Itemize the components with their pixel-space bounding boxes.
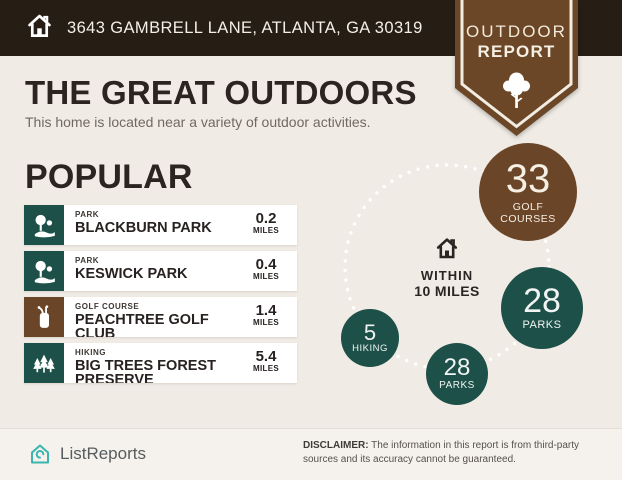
item-category: PARK bbox=[75, 256, 100, 265]
disclaimer-body: The information in this report is from t… bbox=[303, 440, 580, 465]
ribbon-shape bbox=[455, 0, 578, 136]
property-address: 3643 GAMBRELL LANE, ATLANTA, GA 30319 bbox=[67, 18, 423, 37]
item-name: BLACKBURN PARK bbox=[75, 220, 212, 236]
radius-center: WITHIN 10 MILES bbox=[387, 236, 507, 299]
page-subtitle: This home is located near a variety of o… bbox=[25, 114, 371, 130]
park-icon bbox=[24, 205, 64, 245]
tree-icon bbox=[503, 72, 530, 108]
house-icon bbox=[26, 12, 53, 44]
footer: ListReports DISCLAIMER: The information … bbox=[0, 428, 622, 480]
page-title: THE GREAT OUTDOORS bbox=[25, 74, 417, 111]
disclaimer-text: DISCLAIMER: The information in this repo… bbox=[303, 439, 603, 467]
stat-label: GOLF COURSES bbox=[500, 200, 556, 225]
stat-value: 28 bbox=[523, 282, 561, 321]
within-distance: 10 MILES bbox=[414, 283, 480, 299]
house-icon bbox=[387, 236, 507, 265]
list-item: PARK BLACKBURN PARK 0.2 MILES bbox=[24, 205, 297, 245]
stat-label: HIKING bbox=[352, 342, 388, 354]
listreports-house-icon bbox=[31, 444, 49, 464]
disclaimer-label: DISCLAIMER: bbox=[303, 440, 369, 451]
stat-bubble-parks: 28 PARKS bbox=[501, 267, 583, 349]
item-distance-unit: MILES bbox=[253, 226, 279, 235]
stat-value: 28 bbox=[443, 354, 471, 382]
stat-value: 33 bbox=[505, 156, 551, 201]
item-distance-unit: MILES bbox=[253, 318, 279, 327]
outdoor-report-badge: OUTDOOR REPORT bbox=[455, 0, 578, 138]
stat-value: 5 bbox=[363, 319, 377, 345]
park-icon bbox=[24, 251, 64, 291]
golf-bag-icon bbox=[24, 297, 64, 337]
stat-bubble-hiking: 5 HIKING bbox=[341, 309, 399, 367]
pine-trees-icon bbox=[24, 343, 64, 383]
item-distance-unit: MILES bbox=[253, 364, 279, 373]
badge-title-line2: REPORT bbox=[477, 42, 556, 61]
item-distance: 1.4 bbox=[255, 302, 277, 319]
item-distance-unit: MILES bbox=[253, 272, 279, 281]
item-name: KESWICK PARK bbox=[75, 266, 188, 282]
list-item: PARK KESWICK PARK 0.4 MILES bbox=[24, 251, 297, 291]
item-name: PEACHTREE GOLF CLUB bbox=[75, 312, 209, 337]
item-distance: 5.4 bbox=[255, 348, 277, 365]
within-label: WITHIN bbox=[420, 268, 474, 283]
stat-bubble-parks-2: 28 PARKS bbox=[426, 343, 488, 405]
item-name: BIG TREES FOREST PRESERVE bbox=[75, 358, 216, 383]
item-category: PARK bbox=[75, 210, 100, 219]
stat-bubble-golf-courses: 33 GOLF COURSES bbox=[479, 143, 577, 241]
item-category: GOLF COURSE bbox=[75, 302, 140, 311]
stat-label: PARKS bbox=[522, 319, 562, 332]
listreports-logo: ListReports bbox=[28, 442, 146, 466]
brand-name: ListReports bbox=[60, 444, 146, 463]
item-distance: 0.2 bbox=[255, 210, 277, 227]
list-item: GOLF COURSE PEACHTREE GOLF CLUB 1.4 MILE… bbox=[24, 297, 297, 337]
item-category: HIKING bbox=[75, 348, 106, 357]
item-distance: 0.4 bbox=[255, 256, 277, 273]
stat-label: PARKS bbox=[439, 380, 475, 392]
popular-list: PARK BLACKBURN PARK 0.2 MILES PARK KESWI… bbox=[24, 205, 297, 383]
popular-heading: POPULAR bbox=[25, 158, 193, 196]
badge-title-line1: OUTDOOR bbox=[466, 22, 567, 41]
list-item: HIKING BIG TREES FOREST PRESERVE 5.4 MIL… bbox=[24, 343, 297, 383]
